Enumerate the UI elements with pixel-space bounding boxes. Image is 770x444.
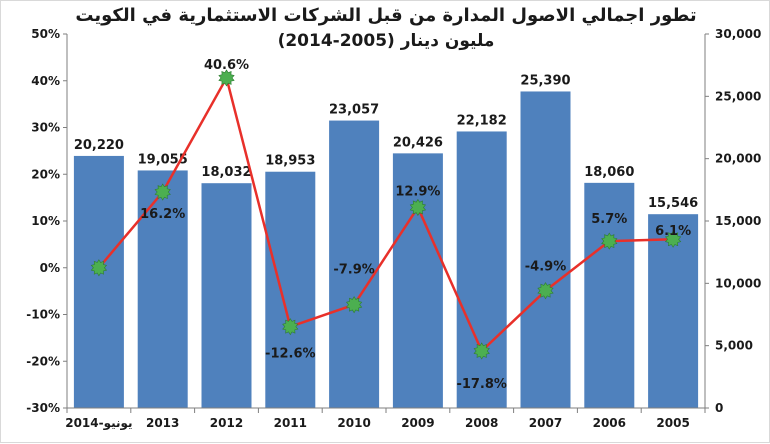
growth-marker	[601, 232, 618, 250]
bar-value-label: 20,220	[74, 138, 124, 153]
bar-value-label: 22,182	[457, 113, 507, 128]
growth-value-label: 5.7%	[591, 212, 627, 227]
growth-value-label: -4.9%	[525, 260, 566, 275]
bar	[584, 182, 635, 408]
chart-title: تطور اجمالي الاصول المدارة من قبل الشركا…	[75, 5, 697, 26]
growth-value-label: -12.6%	[265, 347, 316, 362]
x-category-label: 2007	[529, 416, 562, 430]
right-tick-label: 20,000	[715, 152, 761, 166]
growth-marker	[409, 198, 427, 217]
x-category-label: يونيو-2014	[65, 416, 132, 431]
growth-marker	[218, 69, 235, 87]
bar-value-label: 19,055	[138, 152, 188, 167]
x-category-label: 2012	[210, 416, 243, 430]
left-tick-label: 30%	[31, 121, 60, 135]
growth-marker	[664, 230, 682, 248]
right-tick-label: 25,000	[715, 89, 761, 103]
right-tick-label: 30,000	[715, 27, 761, 41]
bar	[520, 91, 571, 408]
right-tick-label: 5,000	[715, 339, 753, 353]
bar-value-label: 23,057	[329, 103, 379, 118]
left-tick-label: 0%	[40, 261, 60, 275]
growth-marker	[90, 259, 108, 277]
growth-value-label: 16.2%	[140, 207, 185, 222]
growth-value-label: -7.9%	[333, 263, 374, 278]
x-category-label: 2011	[274, 416, 307, 430]
bar	[456, 131, 507, 408]
growth-value-label: 6.1%	[655, 224, 691, 239]
right-tick-label: 15,000	[715, 214, 761, 228]
x-category-label: 2008	[465, 416, 498, 430]
growth-marker	[537, 282, 554, 300]
bar	[329, 120, 380, 409]
right-tick-label: 10,000	[715, 276, 761, 290]
x-category-label: 2009	[401, 416, 434, 430]
x-category-label: 2010	[337, 416, 370, 430]
bar-value-label: 18,032	[201, 165, 251, 180]
growth-value-label: 40.6%	[204, 58, 249, 73]
x-category-label: 2013	[146, 416, 179, 430]
bar-value-label: 20,426	[393, 135, 443, 150]
bar	[265, 171, 316, 408]
chart-subtitle: (2014-2005) مليون دينار	[277, 31, 495, 51]
x-category-label: 2006	[593, 416, 626, 430]
left-tick-label: 40%	[31, 74, 60, 88]
growth-value-label: -17.8%	[456, 377, 507, 392]
left-tick-label: -10%	[26, 308, 60, 322]
growth-marker	[154, 183, 171, 201]
left-tick-label: -20%	[26, 354, 60, 368]
bar-value-label: 15,546	[648, 196, 698, 211]
left-tick-label: 20%	[31, 167, 60, 181]
left-tick-label: -30%	[26, 401, 60, 415]
growth-marker	[473, 342, 490, 360]
bar-value-label: 18,060	[584, 165, 634, 180]
bar-value-label: 18,953	[265, 154, 315, 169]
bar	[73, 155, 124, 408]
bar-value-label: 25,390	[520, 73, 570, 88]
bar	[392, 153, 443, 408]
growth-line	[97, 76, 674, 353]
right-tick-label: 0	[715, 401, 723, 415]
growth-marker	[345, 296, 363, 314]
bar	[201, 183, 252, 408]
left-tick-label: 10%	[31, 214, 60, 228]
left-tick-label: 50%	[31, 27, 60, 41]
x-category-label: 2005	[656, 416, 689, 430]
growth-marker	[282, 318, 299, 336]
growth-value-label: 12.9%	[395, 184, 440, 199]
